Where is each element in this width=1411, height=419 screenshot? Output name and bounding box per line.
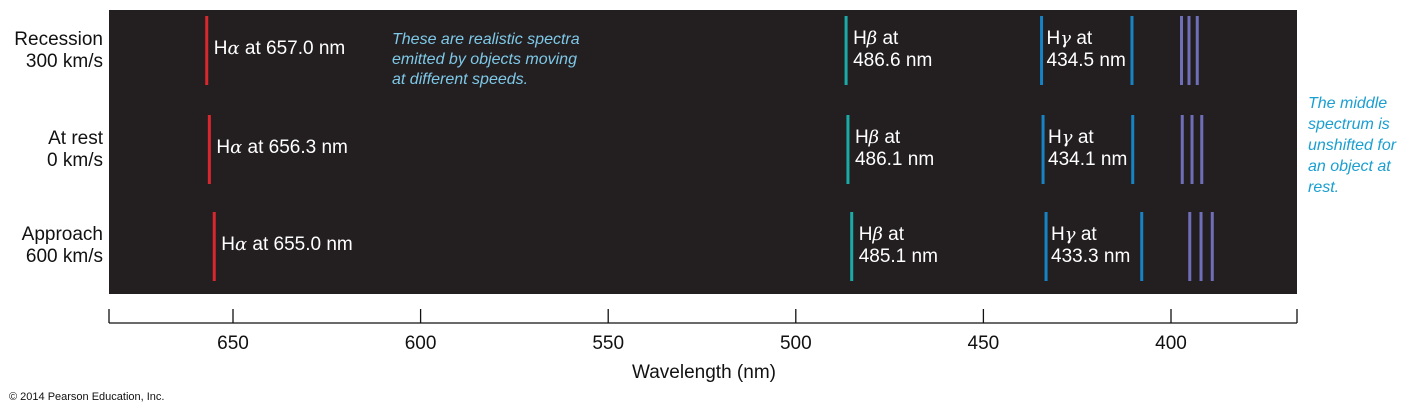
hgamma-label: Hγ at 433.3 nm (1051, 224, 1131, 267)
row-label-speed: 0 km/s (47, 150, 103, 171)
note-realistic-spectra: These are realistic spectra emitted by o… (392, 30, 592, 90)
note-line: spectrum is (1308, 116, 1390, 133)
row-label-speed: 300 km/s (25, 51, 103, 72)
row-label-title: Approach (21, 224, 103, 245)
axis-tick-label: 450 (967, 333, 1000, 354)
halpha-label: Hα at 656.3 nm (216, 137, 348, 158)
axis-tick-label: 400 (1155, 333, 1187, 354)
hbeta-label: Hβ at 486.6 nm (853, 28, 933, 71)
copyright: © 2014 Pearson Education, Inc. (9, 391, 165, 403)
spectrum-background (109, 10, 1297, 294)
hgamma-label: Hγ at 434.5 nm (1046, 28, 1126, 71)
halpha-label: Hα at 655.0 nm (221, 234, 353, 255)
hbeta-label: Hβ at 485.1 nm (858, 224, 938, 267)
row-label-at-rest: At rest 0 km/s (0, 128, 103, 172)
row-label-approach: Approach 600 km/s (0, 224, 103, 268)
note-line: at different speeds. (392, 71, 529, 88)
row-label-speed: 600 km/s (25, 246, 103, 267)
halpha-label: Hα at 657.0 nm (213, 38, 346, 59)
note-line: These are realistic spectra (392, 31, 580, 48)
note-line: The middle (1308, 95, 1388, 112)
axis-tick-label: 650 (217, 333, 249, 354)
hgamma-label: Hγ at 434.1 nm (1048, 127, 1128, 170)
axis-tick-label: 600 (404, 333, 437, 354)
row-label-recession: Recession 300 km/s (0, 29, 103, 73)
axis-tick-label: 550 (592, 333, 625, 354)
row-label-title: Recession (14, 29, 103, 50)
row-label-title: At rest (48, 128, 103, 149)
note-line: unshifted for (1308, 137, 1397, 154)
note-line: emitted by objects moving (392, 51, 577, 68)
note-line: rest. (1308, 179, 1340, 196)
axis-tick-label: 500 (779, 333, 812, 354)
hbeta-label: Hβ at 486.1 nm (854, 127, 935, 170)
note-middle-spectrum: The middle spectrum is unshifted for an … (1308, 93, 1408, 198)
axis-title: Wavelength (nm) (632, 362, 776, 383)
note-line: an object at (1308, 158, 1391, 175)
